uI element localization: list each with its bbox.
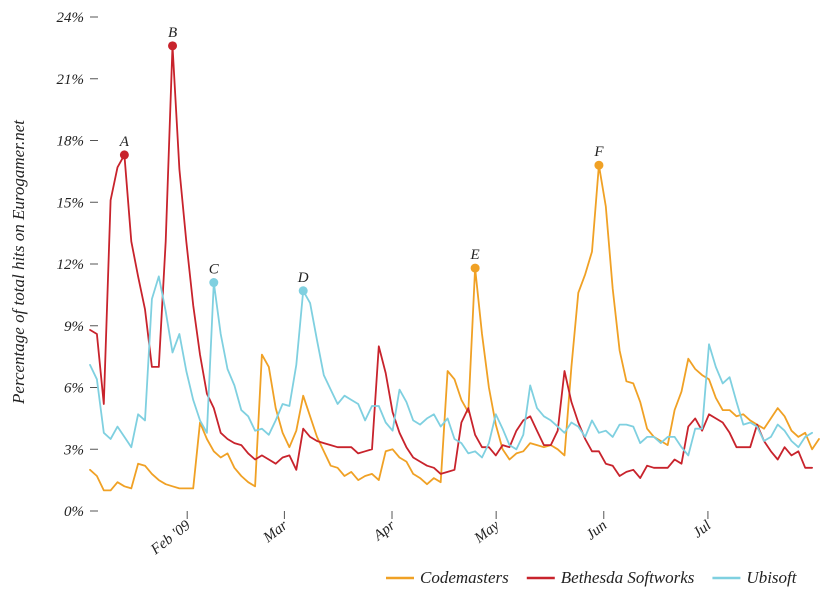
peak-label-d: D bbox=[297, 270, 309, 286]
y-tick-label: 12% bbox=[57, 257, 85, 273]
series-layer bbox=[89, 44, 820, 492]
y-axis: 0% 3% 6% 9% 12% 15% 18% 21% 24% bbox=[57, 10, 98, 520]
x-tick-label: Apr bbox=[370, 517, 398, 544]
series-line-bethesda-softworks bbox=[89, 44, 813, 480]
peak-marker-f bbox=[594, 160, 604, 170]
peak-marker-b bbox=[168, 41, 178, 51]
y-axis-label: Percentage of total hits on Eurogamer.ne… bbox=[9, 119, 28, 405]
peak-label-b: B bbox=[168, 25, 177, 41]
x-tick-label: May bbox=[471, 517, 503, 547]
y-tick-label: 15% bbox=[57, 195, 85, 211]
peak-label-f: F bbox=[593, 144, 604, 160]
peak-label-e: E bbox=[470, 247, 480, 263]
legend-label: Codemasters bbox=[420, 568, 509, 587]
y-tick-label: 0% bbox=[64, 504, 84, 520]
peak-marker-e bbox=[470, 263, 480, 273]
y-tick-label: 3% bbox=[63, 442, 84, 458]
x-tick-label: Jun bbox=[583, 518, 610, 544]
y-tick-label: 6% bbox=[64, 381, 84, 397]
y-tick-label: 18% bbox=[57, 134, 85, 150]
x-tick-label: Jul bbox=[690, 518, 714, 542]
series-line-ubisoft bbox=[89, 275, 813, 459]
y-tick-label: 21% bbox=[57, 72, 85, 88]
series-line-codemasters bbox=[89, 164, 820, 492]
peak-marker-d bbox=[298, 286, 308, 296]
x-tick-label: Feb '09 bbox=[147, 517, 194, 558]
peak-marker-c bbox=[209, 278, 219, 288]
legend-label: Ubisoft bbox=[746, 568, 797, 587]
x-tick-label: Mar bbox=[260, 517, 291, 546]
legend: Codemasters Bethesda Softworks Ubisoft bbox=[386, 568, 798, 587]
peak-label-c: C bbox=[209, 262, 220, 278]
y-tick-label: 9% bbox=[64, 319, 84, 335]
legend-label: Bethesda Softworks bbox=[561, 568, 695, 587]
peak-label-a: A bbox=[119, 134, 130, 150]
y-tick-label: 24% bbox=[57, 10, 85, 26]
x-axis: Feb '09 Mar Apr May Jun Jul bbox=[147, 511, 714, 559]
annotation-layer: A B C D E F bbox=[119, 25, 604, 296]
peak-marker-a bbox=[119, 150, 129, 160]
